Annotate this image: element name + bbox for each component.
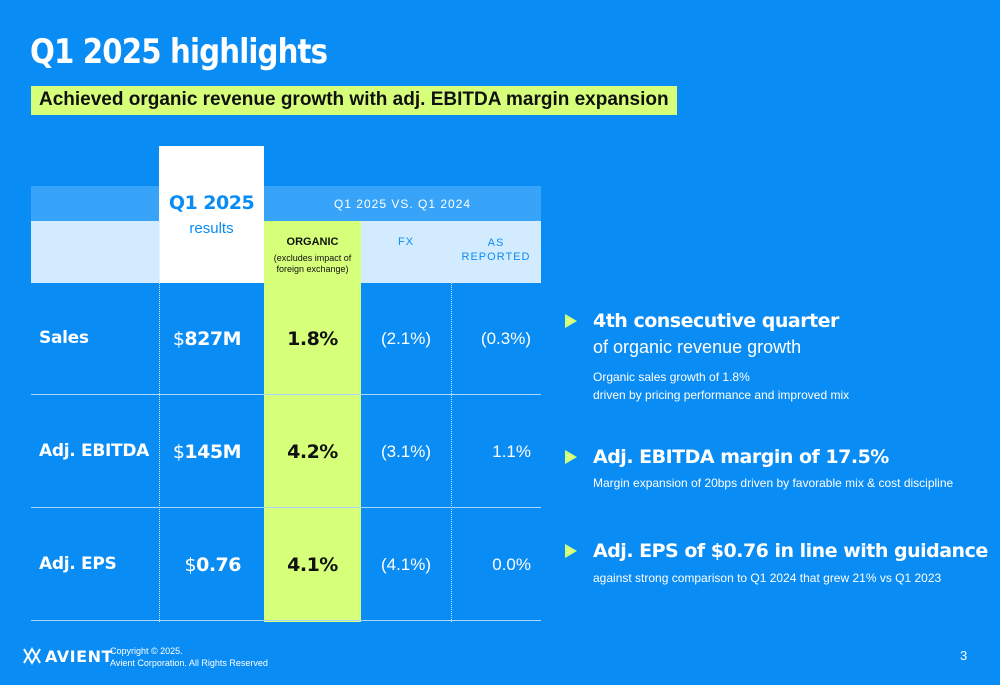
- highlight-note: Margin expansion of 20bps driven by favo…: [593, 476, 954, 490]
- highlight-item: Adj. EBITDA margin of 17.5% Margin expan…: [565, 446, 995, 493]
- highlight-item: 4th consecutive quarter of organic reven…: [565, 310, 995, 407]
- copyright-notice: Copyright © 2025. Avient Corporation. Al…: [110, 645, 268, 669]
- organic-column-note: (excludes impact of foreign exchange): [264, 253, 361, 275]
- column-divider: [159, 221, 160, 283]
- comparison-header: Q1 2025 VS. Q1 2024: [333, 197, 472, 211]
- currency-symbol: $: [184, 554, 197, 576]
- highlight-title: 4th consecutive quarter: [593, 310, 839, 332]
- page-subtitle: Achieved organic revenue growth with adj…: [31, 86, 677, 115]
- row-label-adj-eps: Adj. EPS: [39, 554, 117, 574]
- highlight-note: driven by pricing performance and improv…: [593, 388, 850, 402]
- eps-organic: 4.1%: [287, 554, 338, 576]
- highlight-item: Adj. EPS of $0.76 in line with guidance …: [565, 540, 995, 587]
- highlight-title: Adj. EPS of $0.76 in line with guidance: [593, 540, 988, 562]
- results-column-title: Q1 2025: [168, 192, 255, 214]
- result-value: 0.76: [196, 554, 241, 576]
- organic-note-line: (excludes impact of: [273, 253, 352, 263]
- results-table: Q1 2025 results Q1 2025 VS. Q1 2024 ORGA…: [31, 146, 541, 622]
- ebitda-organic: 4.2%: [287, 441, 338, 463]
- row-label-sales: Sales: [39, 328, 89, 348]
- highlight-title: Adj. EBITDA margin of 17.5%: [593, 446, 889, 468]
- ebitda-as-reported: 1.1%: [492, 442, 531, 461]
- currency-symbol: $: [172, 328, 185, 350]
- row-label-adj-ebitda: Adj. EBITDA: [39, 441, 149, 461]
- organic-column-title: ORGANIC: [286, 236, 339, 248]
- sales-as-reported: (0.3%): [480, 329, 531, 348]
- as-reported-line: AS: [487, 237, 505, 249]
- page-number: 3: [960, 648, 968, 663]
- sales-result: $827M: [159, 328, 242, 350]
- as-reported-column-title: AS REPORTED: [451, 236, 541, 264]
- avient-logo: AVIENT: [22, 646, 113, 666]
- result-value: 145M: [184, 441, 241, 463]
- row-divider: [31, 620, 541, 621]
- results-column-header-bg: [159, 146, 264, 283]
- sales-organic: 1.8%: [287, 328, 338, 350]
- copyright-line: Avient Corporation. All Rights Reserved: [110, 658, 268, 668]
- highlight-note: against strong comparison to Q1 2024 tha…: [593, 571, 942, 585]
- highlight-subtitle: of organic revenue growth: [593, 337, 802, 357]
- ebitda-fx: (3.1%): [380, 442, 432, 461]
- logo-text: AVIENT: [45, 646, 113, 666]
- result-value: 827M: [184, 328, 241, 350]
- organic-column-highlight: [264, 221, 361, 622]
- sales-fx: (2.1%): [380, 329, 432, 348]
- ebitda-result: $145M: [159, 441, 242, 463]
- row-divider: [31, 394, 541, 395]
- eps-fx: (4.1%): [380, 555, 432, 574]
- arrow-right-icon: [565, 450, 577, 464]
- table-header-band: [31, 186, 541, 221]
- fx-column-title: FX: [397, 236, 415, 248]
- highlight-note: Organic sales growth of 1.8%: [593, 370, 750, 384]
- page-title: Q1 2025 highlights: [30, 32, 328, 72]
- avient-mark-icon: [23, 646, 41, 666]
- organic-note-line: foreign exchange): [276, 264, 349, 274]
- arrow-right-icon: [565, 544, 577, 558]
- row-divider: [31, 507, 541, 508]
- copyright-line: Copyright © 2025.: [110, 646, 183, 656]
- column-divider: [451, 221, 452, 622]
- as-reported-line: REPORTED: [461, 251, 531, 263]
- results-column-subtitle: results: [189, 220, 234, 237]
- arrow-right-icon: [565, 314, 577, 328]
- eps-as-reported: 0.0%: [492, 555, 531, 574]
- column-divider: [159, 283, 160, 622]
- eps-result: $0.76: [159, 554, 242, 576]
- currency-symbol: $: [172, 441, 185, 463]
